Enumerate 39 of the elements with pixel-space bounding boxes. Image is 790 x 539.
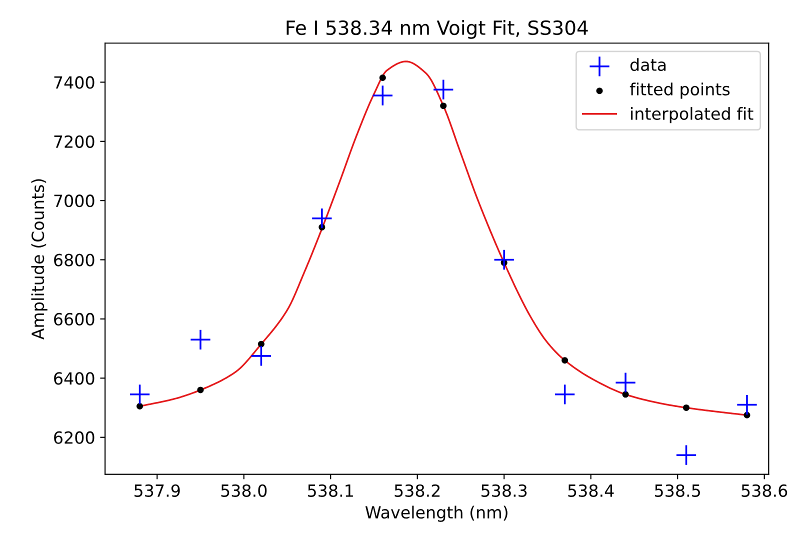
point: [434, 80, 454, 100]
y-tick-label: 7400: [54, 76, 94, 89]
x-tick-label: 538.3: [482, 484, 527, 497]
legend-label: data: [630, 58, 666, 72]
y-tick-label: 7200: [54, 135, 94, 148]
point: [379, 74, 386, 82]
x-axis-title: Wavelength (nm): [365, 506, 508, 522]
point: [312, 208, 332, 228]
point: [251, 346, 272, 366]
y-axis-title: Amplitude (Counts): [31, 179, 48, 340]
point: [683, 404, 690, 411]
x-tick-label: 538.2: [394, 484, 440, 497]
point: [136, 402, 144, 410]
x-tick-label: 538.1: [308, 484, 353, 497]
y-tick-label: 6600: [54, 312, 94, 326]
y-tick-label: 7000: [54, 194, 94, 208]
point: [737, 394, 757, 415]
point: [190, 330, 210, 350]
x-tick-label: 538.4: [568, 484, 614, 497]
x-tick-label: 538.6: [742, 484, 788, 497]
x-tick-label: 538.5: [655, 484, 700, 497]
point: [676, 445, 696, 465]
y-tick-label: 6400: [54, 372, 94, 385]
point: [616, 372, 636, 392]
y-tick-label: 6200: [54, 431, 94, 444]
y-tick-label: 6800: [54, 254, 94, 266]
legend-label: interpolated fit: [631, 107, 754, 124]
point: [494, 250, 514, 270]
point: [197, 386, 204, 394]
point: [372, 86, 392, 106]
point: [258, 340, 264, 348]
point: [555, 384, 575, 404]
legend-label: fitted points: [630, 82, 730, 99]
x-tick-label: 537.9: [134, 484, 180, 497]
x-tick-label: 538.0: [221, 484, 267, 497]
chart-title: Fe I 538.34 nm Voigt Fit, SS304: [286, 20, 588, 39]
point: [440, 102, 447, 110]
point: [130, 384, 150, 404]
point: [562, 357, 568, 364]
